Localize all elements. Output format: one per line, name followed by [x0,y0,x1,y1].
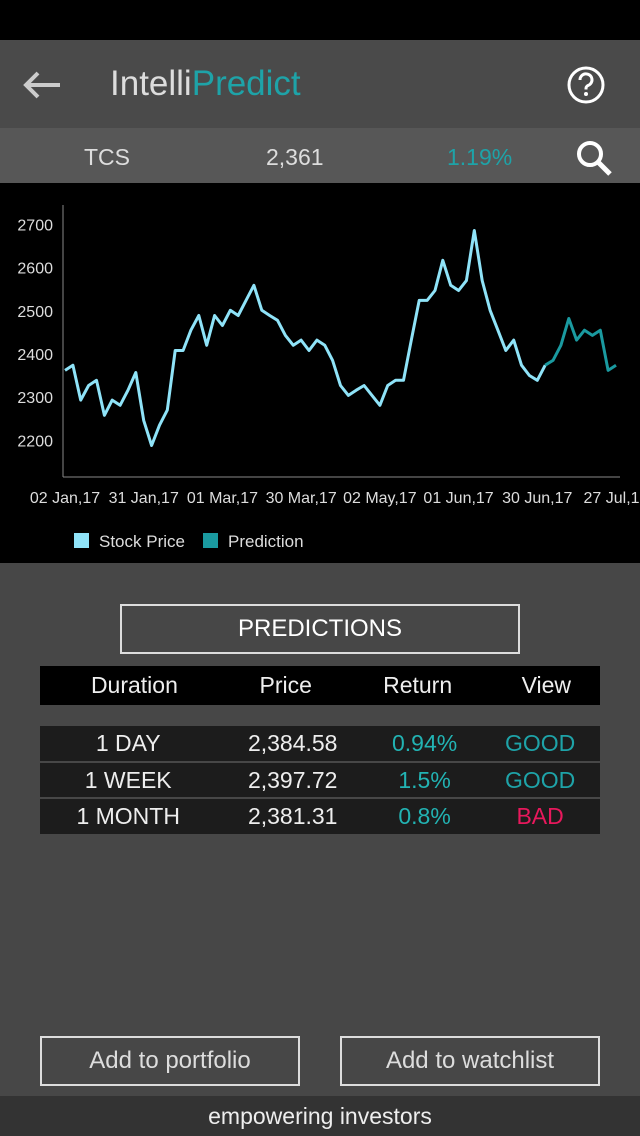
y-tick-label: 2700 [17,217,53,234]
help-button[interactable] [566,65,606,105]
view: GOOD [504,730,576,756]
y-tick-label: 2300 [17,390,53,407]
title-part: Predict [191,64,301,103]
watchlist-button[interactable]: Add to watchlist [340,1036,600,1086]
column-header: Duration [90,672,178,698]
column-header: View [521,672,572,698]
legend-label: Stock Price [99,532,185,551]
y-tick-label: 2200 [17,433,53,450]
header-row: Duration Price Return View [40,666,600,705]
price: 2,381.31 [247,803,338,829]
app-header: IntelliPredict [0,40,640,128]
title-part: Intelli [110,64,192,103]
change: 1.19% [447,144,513,170]
x-tick-label: 01 Mar,17 [187,490,258,507]
price: 2,397.72 [247,766,338,793]
y-tick-label: 2400 [17,347,53,364]
y-tick-label: 2600 [17,261,53,278]
series-line [64,229,547,447]
price: 2,361 [266,144,324,170]
series-line [544,317,617,372]
ticker-bar: TCS 2,361 1.19% [0,128,640,183]
return: 1.5% [398,766,451,793]
predictions-header: Duration Price Return View [40,666,600,705]
legend-label: Prediction [228,532,304,551]
x-tick-label: 31 Jan,17 [109,490,179,507]
portfolio-button[interactable]: Add to portfolio [40,1036,300,1086]
section-title: PREDICTIONS [120,604,520,654]
x-tick-label: 27 Jul,17 [584,490,640,507]
search-button[interactable] [574,138,616,178]
x-tick-label: 01 Jun,17 [423,490,493,507]
price: 2,384.58 [247,730,338,756]
x-tick-label: 30 Mar,17 [266,490,337,507]
app-title: IntelliPredict [110,64,301,104]
y-tick-label: 2500 [17,304,53,321]
view: GOOD [504,766,576,793]
back-button[interactable] [20,68,64,102]
price-chart: 2200 2300 2400 2500 2600 2700 02 Jan,17 31 Jan,… [0,183,640,563]
footer: empowering investors [0,1096,640,1136]
row: 1 WEEK 2,397.72 1.5% GOOD [40,762,600,798]
x-tick-label: 02 Jan,17 [30,490,100,507]
row: 1 DAY 2,384.58 0.94% GOOD [40,726,600,762]
x-tick-label: 30 Jun,17 [502,490,572,507]
return: 0.8% [398,803,451,829]
legend-swatch [203,533,218,548]
status-bar [0,0,640,40]
column-header: Price [259,672,312,698]
predictions-table: 1 DAY 2,384.58 0.94% GOOD 1 WEEK 2,397.7… [40,726,600,834]
column-header: Return [383,672,453,698]
return: 0.94% [391,730,458,756]
duration: 1 WEEK [84,766,172,793]
x-tick-label: 02 May,17 [343,490,417,507]
duration: 1 DAY [95,730,161,756]
duration: 1 MONTH [76,803,180,829]
symbol: TCS [84,144,130,170]
view: BAD [516,803,564,829]
legend-swatch [74,533,89,548]
row: 1 MONTH 2,381.31 0.8% BAD [40,798,600,834]
